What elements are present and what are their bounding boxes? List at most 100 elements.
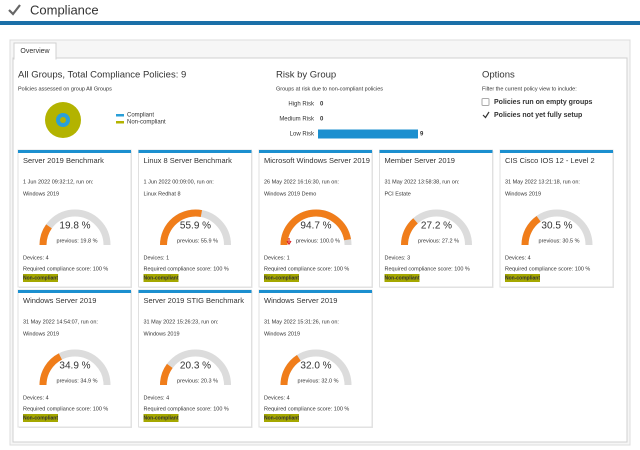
checkbox[interactable] [481,98,490,106]
status-label: Non-compliant [264,276,299,282]
card-devices: Devices: 4 [264,395,290,401]
risk-label: Medium Risk [279,117,315,123]
card-bar [18,150,131,153]
gauge-previous: previous: 30.5 % [539,238,580,244]
options-title: Options [482,70,515,81]
trend-arrow [286,238,292,246]
card-bar [500,150,613,153]
legend-label: Compliant [127,113,154,119]
card-date: 31 May 2022 15:26:23, run on: [144,319,219,325]
card-required: Required compliance score: 100 % [264,406,349,412]
gauge-value: 32.0 % [300,361,331,372]
status-label: Non-compliant [385,276,420,282]
legend-swatch [116,121,124,124]
card-platform: Windows 2019 [144,331,180,337]
option-label[interactable]: Policies not yet fully setup [494,112,582,119]
card-title[interactable]: Server 2019 STIG Benchmark [144,296,245,305]
card-bar [259,290,372,293]
status-label: Non-compliant [505,276,540,282]
tab-label[interactable]: Overview [20,48,50,55]
header-bar [0,21,640,25]
card[interactable] [499,149,614,288]
risk-value: 0 [320,102,324,108]
gauge-fill [39,353,63,386]
card[interactable] [258,149,373,288]
card-title[interactable]: Member Server 2019 [385,156,455,165]
gauge-value: 34.9 % [59,361,90,372]
risk-subtitle: Groups at risk due to non-compliant poli… [276,86,383,92]
card-date: 31 May 2022 13:21:18, run on: [505,179,580,185]
card-platform: PCI Estate [385,191,411,197]
card-date: 31 May 2022 13:58:38, run on: [385,179,460,185]
card-devices: Devices: 1 [144,255,170,261]
gauge-fill [521,215,541,246]
card-required: Required compliance score: 100 % [264,266,349,272]
card-required: Required compliance score: 100 % [505,266,590,272]
status-badge [143,414,179,422]
card-title[interactable]: Windows Server 2019 [23,296,96,305]
card-title[interactable]: CIS Cisco IOS 12 - Level 2 [505,156,595,165]
checkmark[interactable] [482,111,490,119]
gauge-previous: previous: 19.8 % [57,238,98,244]
legend-swatch [116,114,124,117]
gauge-value: 94.7 % [300,221,331,232]
gauge-value: 30.5 % [541,221,572,232]
card-platform: Linux Redhat 8 [144,191,181,197]
gauge-previous: previous: 34.9 % [57,378,98,384]
legend-label: Non-compliant [127,120,166,126]
status-badge [23,274,58,282]
status-label: Non-compliant [144,416,179,422]
card-title[interactable]: Microsoft Windows Server 2019 [264,156,370,165]
card-devices: Devices: 4 [505,255,531,261]
card-required: Required compliance score: 100 % [144,406,229,412]
option-label[interactable]: Policies run on empty groups [494,99,593,106]
card-platform: Windows 2019 Demo [264,191,316,197]
summary-subtitle: Policies assessed on group All Groups [18,86,112,92]
card-required: Required compliance score: 100 % [23,406,108,412]
risk-label: High Risk [288,102,315,108]
gauge-fill [160,209,203,246]
donut-center [60,117,66,123]
checkbox[interactable] [481,111,490,119]
card-bar [379,150,493,153]
gauge-fill [39,224,52,246]
card-devices: Devices: 4 [144,395,170,401]
card-devices: Devices: 4 [23,255,49,261]
card[interactable] [138,289,252,428]
card[interactable] [258,289,373,428]
page-title: Compliance [30,2,99,17]
card-platform: Windows 2019 [23,191,59,197]
gauge-value: 20.3 % [180,361,211,372]
risk-value: 9 [420,132,424,138]
gauge-previous: previous: 20.3 % [177,378,218,384]
status-label: Non-compliant [23,276,58,282]
card[interactable] [17,149,132,288]
status-label: Non-compliant [144,276,179,282]
gauge-previous: previous: 32.0 % [298,378,339,384]
card-date: 1 Jun 2022 00:09:00, run on: [144,179,215,185]
card-required: Required compliance score: 100 % [23,266,108,272]
gauge-fill [280,355,301,386]
status-label: Non-compliant [23,416,58,422]
card-date: 1 Jun 2022 09:32:12, run on: [23,179,94,185]
gauge-value: 55.9 % [180,221,211,232]
card-title[interactable]: Server 2019 Benchmark [23,156,104,165]
card-title[interactable]: Windows Server 2019 [264,296,337,305]
status-badge [384,274,420,282]
card-title[interactable]: Linux 8 Server Benchmark [144,156,233,165]
risk-bar [318,129,418,139]
card-date: 26 May 2022 16:16:30, run on: [264,179,339,185]
check-icon [8,4,21,16]
card-required: Required compliance score: 100 % [385,266,470,272]
options-subtitle: Filter the current policy view to includ… [482,86,577,92]
status-badge [23,414,58,422]
card-bar [259,150,372,153]
gauge-previous: previous: 55.9 % [177,238,218,244]
gauge-fill [280,209,352,246]
card[interactable] [17,289,132,428]
card[interactable] [379,149,493,288]
status-badge [143,274,179,282]
card[interactable] [138,149,252,288]
card-bar [138,290,252,293]
